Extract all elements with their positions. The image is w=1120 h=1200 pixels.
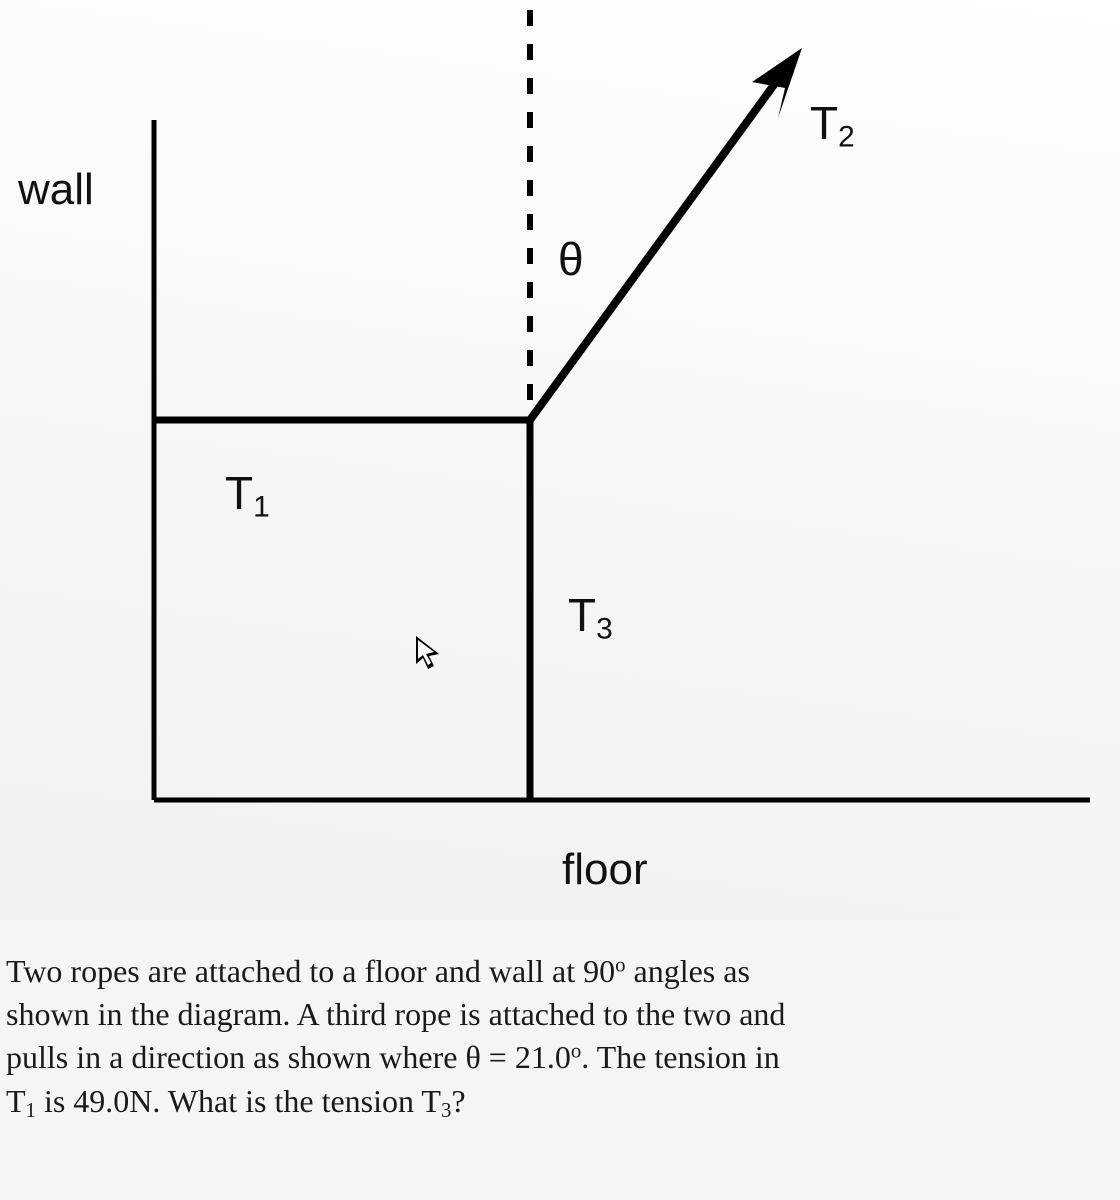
page: wall floor θ T1 T2 T3 Two ropes are atta… (0, 0, 1120, 1200)
diagram-svg (0, 0, 1120, 920)
cursor-icon (416, 636, 439, 669)
force-diagram: wall floor θ T1 T2 T3 (0, 0, 1120, 920)
t2-label: T2 (810, 96, 855, 154)
theta-label: θ (558, 232, 584, 286)
t1-label: T1 (225, 466, 270, 524)
wall-label: wall (18, 165, 94, 215)
problem-text: Two ropes are attached to a floor and wa… (6, 950, 1114, 1125)
floor-label: floor (562, 845, 648, 895)
t3-label: T3 (568, 588, 613, 646)
